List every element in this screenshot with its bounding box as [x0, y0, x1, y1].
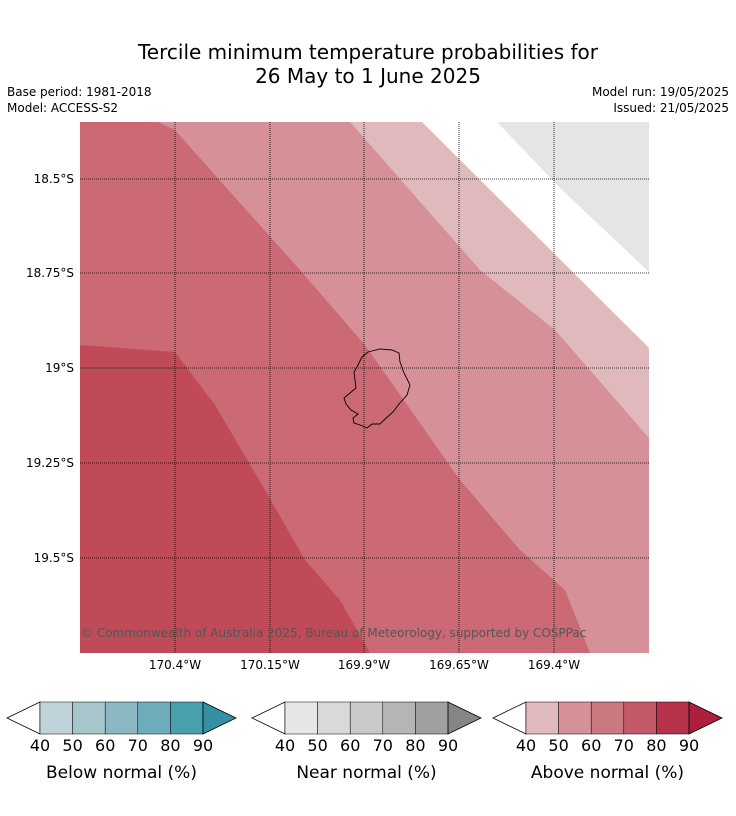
- model-run-date: Model run: 19/05/2025: [591, 85, 729, 99]
- latitude-label: 19.25°S: [26, 456, 74, 470]
- base-period: Base period: 1981-2018: [7, 85, 152, 99]
- colorbar-tick-label: 50: [62, 736, 82, 755]
- colorbar-tick-label: 40: [30, 736, 50, 755]
- colorbar-segment: [623, 701, 657, 735]
- colorbar-tick-label: 40: [275, 736, 295, 755]
- latitude-label: 19°S: [45, 361, 74, 375]
- colorbar-segment: [656, 701, 690, 735]
- colorbar-tick-label: 90: [438, 736, 458, 755]
- colorbar-segment: [284, 701, 318, 735]
- graticule: [80, 122, 649, 653]
- colorbar-tick-label: 90: [193, 736, 213, 755]
- latitude-label: 19.5°S: [34, 551, 74, 565]
- colorbar-tick-label: 70: [614, 736, 634, 755]
- colorbar-tick-label: 80: [160, 736, 180, 755]
- colorbar-tick-label: 50: [548, 736, 568, 755]
- colorbar-tick-label: 60: [340, 736, 360, 755]
- issued-date: Issued: 21/05/2025: [613, 101, 729, 115]
- colorbar-tick-label: 60: [95, 736, 115, 755]
- colorbar-title: Below normal (%): [46, 763, 197, 783]
- colorbar-tick-label: 90: [679, 736, 699, 755]
- colorbar-tick-label: 50: [307, 736, 327, 755]
- colorbar-below: 40 50 60 70 80 90 Below normal (%): [6, 701, 237, 783]
- colorbar-low-arrow: [251, 701, 286, 735]
- colorbar-high-arrow: [688, 701, 723, 735]
- longitude-label: 170.15°W: [240, 658, 300, 672]
- longitude-label: 169.4°W: [528, 658, 580, 672]
- colorbar-tick-label: 80: [646, 736, 666, 755]
- model-name: Model: ACCESS-S2: [7, 101, 119, 115]
- colorbar-segment: [525, 701, 559, 735]
- colorbar-segment: [349, 701, 384, 735]
- colorbar-tick-label: 70: [128, 736, 148, 755]
- colorbar-segment: [137, 701, 171, 735]
- map-title-line2: 26 May to 1 June 2025: [255, 64, 481, 88]
- colorbar-segment: [382, 701, 416, 735]
- colorbar-segment: [104, 701, 139, 735]
- colorbar-segment: [415, 701, 449, 735]
- latitude-labels: 18.5°S 18.75°S 19°S 19.25°S 19.5°S: [26, 172, 74, 565]
- colorbar-segment: [590, 701, 625, 735]
- colorbar-low-arrow: [492, 701, 527, 735]
- colorbar-high-arrow: [447, 701, 482, 735]
- probability-field: [80, 122, 649, 653]
- copyright-notice: © Commonwealth of Australia 2025, Bureau…: [81, 626, 586, 640]
- longitude-label: 170.4°W: [149, 658, 201, 672]
- colorbar-high-arrow: [202, 701, 237, 735]
- colorbar-title: Near normal (%): [296, 763, 436, 783]
- colorbar-tick-label: 70: [373, 736, 393, 755]
- above-70-region: [80, 345, 370, 653]
- latitude-label: 18.5°S: [34, 172, 74, 186]
- longitude-label: 169.65°W: [429, 658, 489, 672]
- longitude-labels: 170.4°W 170.15°W 169.9°W 169.65°W 169.4°W: [149, 658, 580, 672]
- colorbar-tick-label: 60: [581, 736, 601, 755]
- colorbar-segment: [558, 701, 592, 735]
- colorbar-tick-label: 80: [405, 736, 425, 755]
- colorbar-low-arrow: [6, 701, 41, 735]
- colorbar-segment: [317, 701, 351, 735]
- colorbars: 40 50 60 70 80 90 Below normal (%) 40 50 60 70 80 90…: [6, 701, 723, 783]
- map-title-line1: Tercile minimum temperature probabilitie…: [137, 40, 599, 64]
- near-40-region: [497, 122, 649, 272]
- colorbar-title: Above normal (%): [531, 763, 684, 783]
- island-outline: [343, 348, 411, 429]
- colorbar-segment: [39, 701, 73, 735]
- latitude-label: 18.75°S: [26, 266, 74, 280]
- colorbar-segment: [170, 701, 204, 735]
- longitude-label: 169.9°W: [338, 658, 390, 672]
- colorbar-tick-label: 40: [516, 736, 536, 755]
- colorbar-above: 40 50 60 70 80 90 Above normal (%): [492, 701, 723, 783]
- colorbar-segment: [72, 701, 106, 735]
